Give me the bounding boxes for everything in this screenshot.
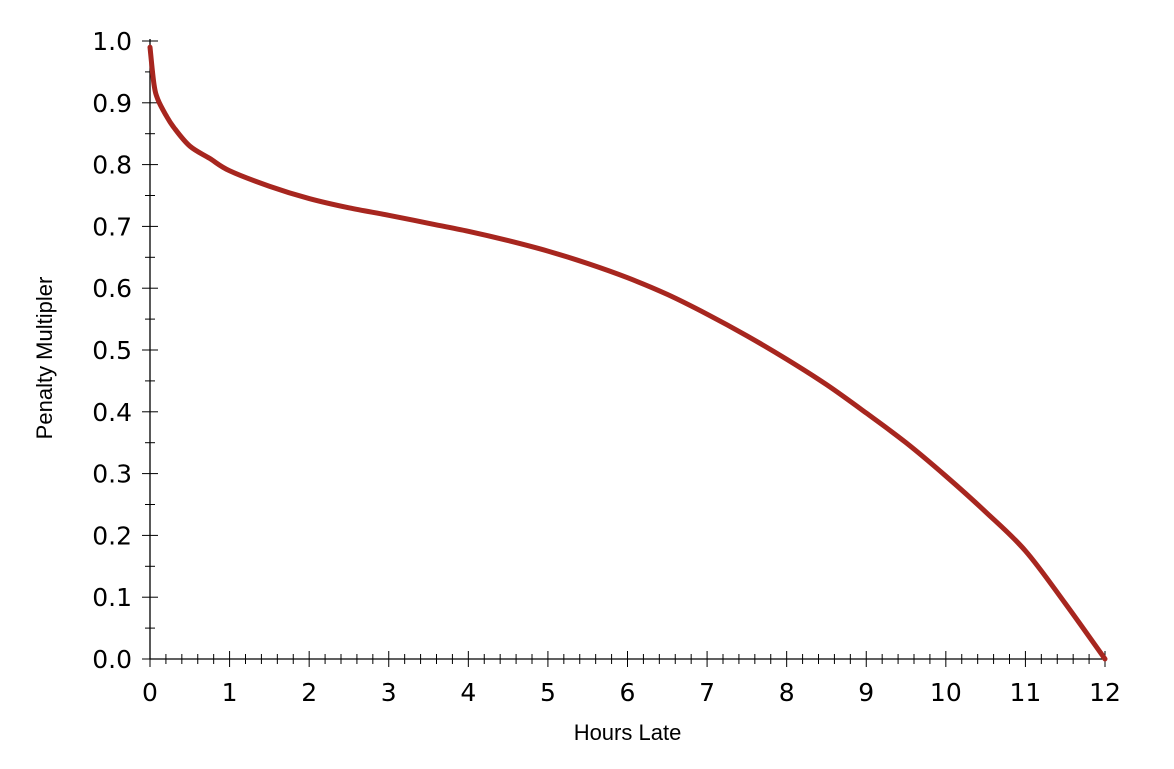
x-tick-label: 4: [460, 678, 476, 707]
y-tick-label: 0.6: [92, 274, 132, 303]
y-tick-label: 0.8: [92, 151, 132, 180]
axes: [149, 39, 1107, 660]
y-tick-label: 0.2: [92, 521, 132, 550]
x-axis-tick-labels: 0 1 2 3 4 5 6 7 8 9 10 11 12: [142, 678, 1121, 707]
x-tick-label: 12: [1089, 678, 1121, 707]
y-tick-label: 0.7: [92, 212, 132, 241]
y-tick-label: 0.4: [92, 398, 132, 427]
x-tick-label: 2: [301, 678, 317, 707]
x-tick-label: 8: [779, 678, 795, 707]
x-tick-label: 11: [1010, 678, 1042, 707]
y-axis-title: Penalty Multipler: [32, 277, 57, 440]
y-tick-label: 1.0: [92, 27, 132, 56]
x-tick-label: 0: [142, 678, 158, 707]
y-axis-tick-labels: 0.0 0.1 0.2 0.3 0.4 0.5 0.6 0.7 0.8 0.9 1.0: [92, 27, 132, 674]
x-tick-label: 5: [540, 678, 556, 707]
x-tick-label: 10: [930, 678, 962, 707]
x-tick-label: 7: [699, 678, 715, 707]
series-group: [147, 44, 1108, 662]
penalty-curve-line: [147, 44, 1108, 662]
y-axis-ticks: [142, 40, 158, 660]
y-tick-label: 0.5: [92, 336, 132, 365]
x-tick-label: 1: [222, 678, 238, 707]
y-tick-label: 0.9: [92, 89, 132, 118]
x-tick-label: 6: [620, 678, 636, 707]
x-tick-label: 9: [858, 678, 874, 707]
y-tick-label: 0.3: [92, 460, 132, 489]
y-tick-label: 0.1: [92, 583, 132, 612]
x-tick-label: 3: [381, 678, 397, 707]
y-tick-label: 0.0: [92, 645, 132, 674]
x-axis-title: Hours Late: [574, 720, 682, 745]
x-axis-ticks: [149, 651, 1106, 667]
